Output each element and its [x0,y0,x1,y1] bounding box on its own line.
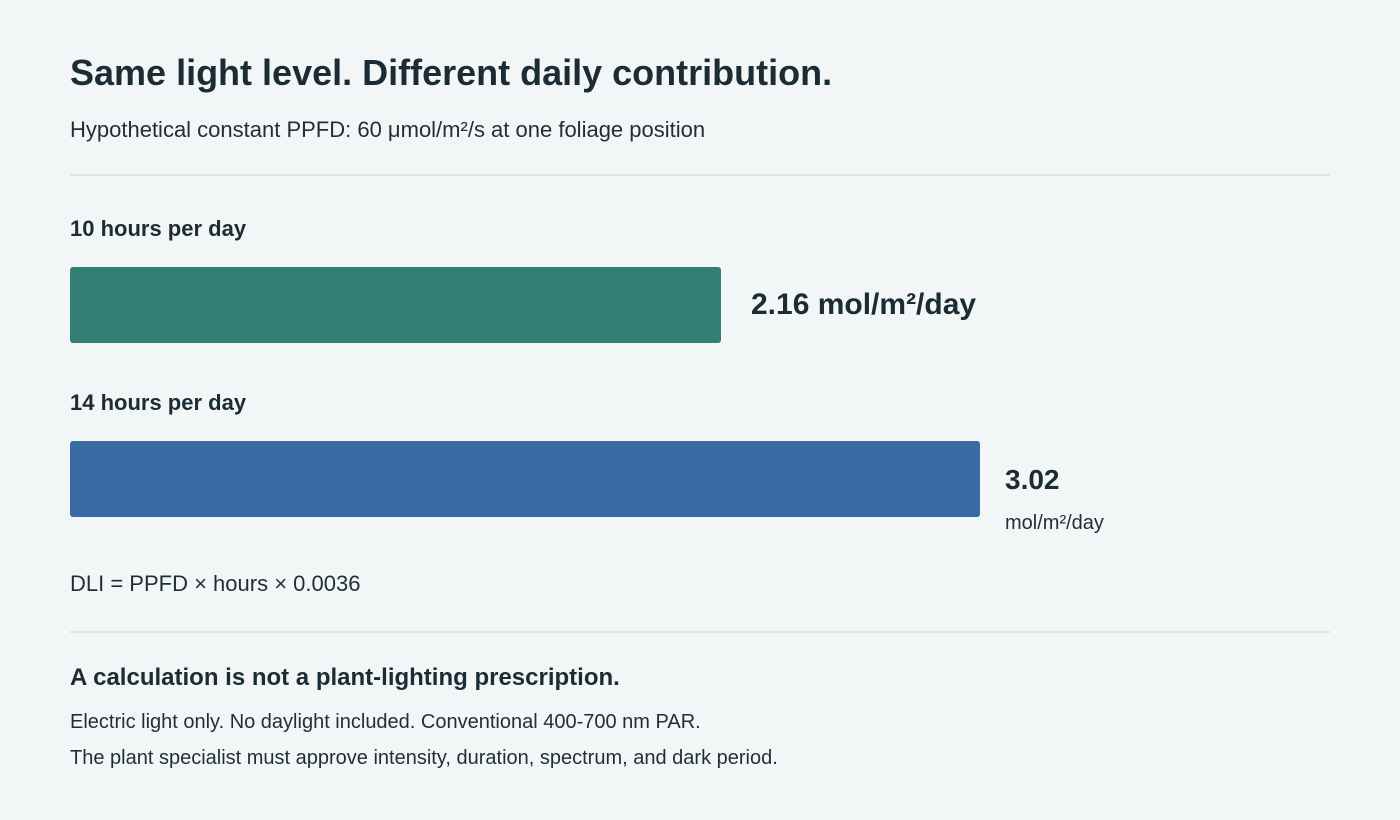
value-label-10-hours: 2.16 mol/m²/day [751,288,977,321]
bar-label-10-hours: 10 hours per day [70,216,247,241]
note-heading: A calculation is not a plant-lighting pr… [70,664,620,691]
bar-10-hours [70,267,721,343]
page-title: Same light level. Different daily contri… [70,52,833,93]
note-line: The plant specialist must approve intens… [70,747,778,769]
bar-14-hours [70,441,980,517]
dli-formula: DLI = PPFD × hours × 0.0036 [70,571,361,596]
value-label-14-hours: 3.02 [1005,464,1060,495]
value-unit-14-hours: mol/m²/day [1005,512,1104,534]
divider-bottom [70,631,1330,633]
bar-label-14-hours: 14 hours per day [70,390,247,415]
page-subtitle: Hypothetical constant PPFD: 60 μmol/m²/s… [70,117,706,142]
divider-top [70,174,1330,176]
note-line: Electric light only. No daylight include… [70,711,701,733]
